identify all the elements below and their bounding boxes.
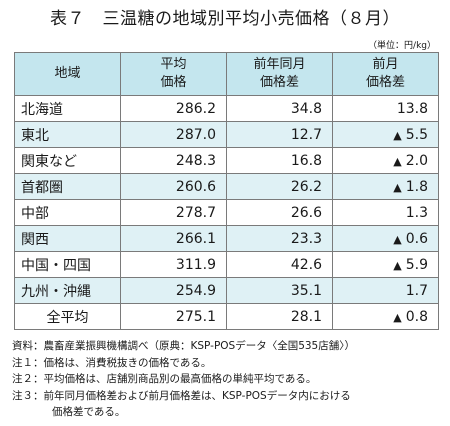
cell-yoy-diff: 34.8 <box>226 95 333 122</box>
cell-mom-diff: ▲ 1.8 <box>332 173 439 200</box>
cell-region: 関西 <box>14 225 121 252</box>
cell-mom-diff: 13.8 <box>332 95 439 122</box>
footnote-line: 注２：平均価格は、店舗別商品別の最高価格の単純平均である。 <box>12 371 444 388</box>
footnote-text: 前年同月価格差および前月価格差は、KSP-POSデータ内における <box>43 389 351 402</box>
price-table: 地域 平均 価格 前年同月 価格差 前月 価格差 北海道 286.2 34.8 13.8 東北… <box>14 52 439 330</box>
cell-region: 中部 <box>14 199 121 226</box>
cell-yoy-diff: 26.6 <box>226 199 333 226</box>
footnote-label: 注１： <box>12 356 44 369</box>
header-mom-diff: 前月 価格差 <box>332 52 439 96</box>
cell-mom-diff: ▲ 2.0 <box>332 147 439 174</box>
table-row: 九州・沖縄 254.9 35.1 1.7 <box>14 277 439 304</box>
cell-avg-price: 311.9 <box>120 251 227 278</box>
footnote-line: 注１：価格は、消費税抜きの価格である。 <box>12 355 444 372</box>
cell-avg-price: 275.1 <box>120 303 227 330</box>
unit-label: （単位：円/kg） <box>368 41 436 51</box>
cell-region: 首都圏 <box>14 173 121 200</box>
table-title: 表７ 三温糖の地域別平均小売価格（８月） <box>50 9 400 29</box>
cell-yoy-diff: 12.7 <box>226 121 333 148</box>
table-header-row: 地域 平均 価格 前年同月 価格差 前月 価格差 <box>14 52 439 96</box>
negative-triangle-icon: ▲ <box>393 154 402 168</box>
cell-avg-price: 266.1 <box>120 225 227 252</box>
cell-mom-diff: ▲ 0.6 <box>332 225 439 252</box>
table-row: 北海道 286.2 34.8 13.8 <box>14 95 439 122</box>
table-row: 中国・四国 311.9 42.6 ▲ 5.9 <box>14 251 439 278</box>
footnote-text: 平均価格は、店舗別商品別の最高価格の単純平均である。 <box>43 373 317 385</box>
negative-triangle-icon: ▲ <box>393 258 402 272</box>
cell-mom-diff: ▲ 0.8 <box>332 303 439 330</box>
negative-triangle-icon: ▲ <box>393 232 402 246</box>
header-yoy-diff: 前年同月 価格差 <box>226 52 333 96</box>
negative-triangle-icon: ▲ <box>393 180 402 194</box>
cell-yoy-diff: 23.3 <box>226 225 333 252</box>
cell-region: 中国・四国 <box>14 251 121 278</box>
table-row: 関西 266.1 23.3 ▲ 0.6 <box>14 225 439 252</box>
footnote-line: 価格差である。 <box>12 404 444 421</box>
cell-avg-price: 287.0 <box>120 121 227 148</box>
cell-mom-diff: ▲ 5.9 <box>332 251 439 278</box>
header-avg-price-label: 平均 価格 <box>160 57 187 90</box>
footnote-label: 注３： <box>12 389 44 402</box>
cell-mom-diff: 1.3 <box>332 199 439 226</box>
header-region: 地域 <box>14 52 121 96</box>
table-row: 東北 287.0 12.7 ▲ 5.5 <box>14 121 439 148</box>
cell-yoy-diff: 26.2 <box>226 173 333 200</box>
cell-yoy-diff: 42.6 <box>226 251 333 278</box>
cell-yoy-diff: 35.1 <box>226 277 333 304</box>
cell-region: 関東など <box>14 147 121 174</box>
footnotes: 資料：農畜産業振興機構調べ（原典：KSP-POSデータ〈全国535店舗〉） 注１：… <box>12 338 444 421</box>
cell-avg-price: 260.6 <box>120 173 227 200</box>
footnote-text: 価格差である。 <box>52 406 126 418</box>
cell-region: 九州・沖縄 <box>14 277 121 304</box>
cell-region: 全平均 <box>14 303 121 330</box>
cell-avg-price: 254.9 <box>120 277 227 304</box>
footnote-text: 価格は、消費税抜きの価格である。 <box>43 356 212 369</box>
footnote-text: 農畜産業振興機構調べ（原典：KSP-POSデータ〈全国535店舗〉） <box>43 340 356 352</box>
negative-triangle-icon: ▲ <box>393 128 402 142</box>
cell-avg-price: 286.2 <box>120 95 227 122</box>
table-row: 首都圏 260.6 26.2 ▲ 1.8 <box>14 173 439 200</box>
cell-mom-diff: 1.7 <box>332 277 439 304</box>
header-region-label: 地域 <box>54 66 81 81</box>
cell-mom-diff: ▲ 5.5 <box>332 121 439 148</box>
cell-region: 北海道 <box>14 95 121 122</box>
table-row: 関東など 248.3 16.8 ▲ 2.0 <box>14 147 439 174</box>
cell-yoy-diff: 28.1 <box>226 303 333 330</box>
cell-yoy-diff: 16.8 <box>226 147 333 174</box>
footnote-line: 注３：前年同月価格差および前月価格差は、KSP-POSデータ内における <box>12 388 444 405</box>
header-avg-price: 平均 価格 <box>120 52 227 96</box>
header-mom-diff-label: 前月 価格差 <box>365 57 405 90</box>
cell-region: 東北 <box>14 121 121 148</box>
footnote-label: 注２： <box>12 373 44 385</box>
negative-triangle-icon: ▲ <box>393 310 402 324</box>
cell-avg-price: 278.7 <box>120 199 227 226</box>
cell-avg-price: 248.3 <box>120 147 227 174</box>
table-row: 全平均 275.1 28.1 ▲ 0.8 <box>14 303 439 330</box>
table-row: 中部 278.7 26.6 1.3 <box>14 199 439 226</box>
footnote-line: 資料：農畜産業振興機構調べ（原典：KSP-POSデータ〈全国535店舗〉） <box>12 338 444 355</box>
header-yoy-diff-label: 前年同月 価格差 <box>253 57 306 90</box>
footnote-label: 資料： <box>12 340 44 352</box>
